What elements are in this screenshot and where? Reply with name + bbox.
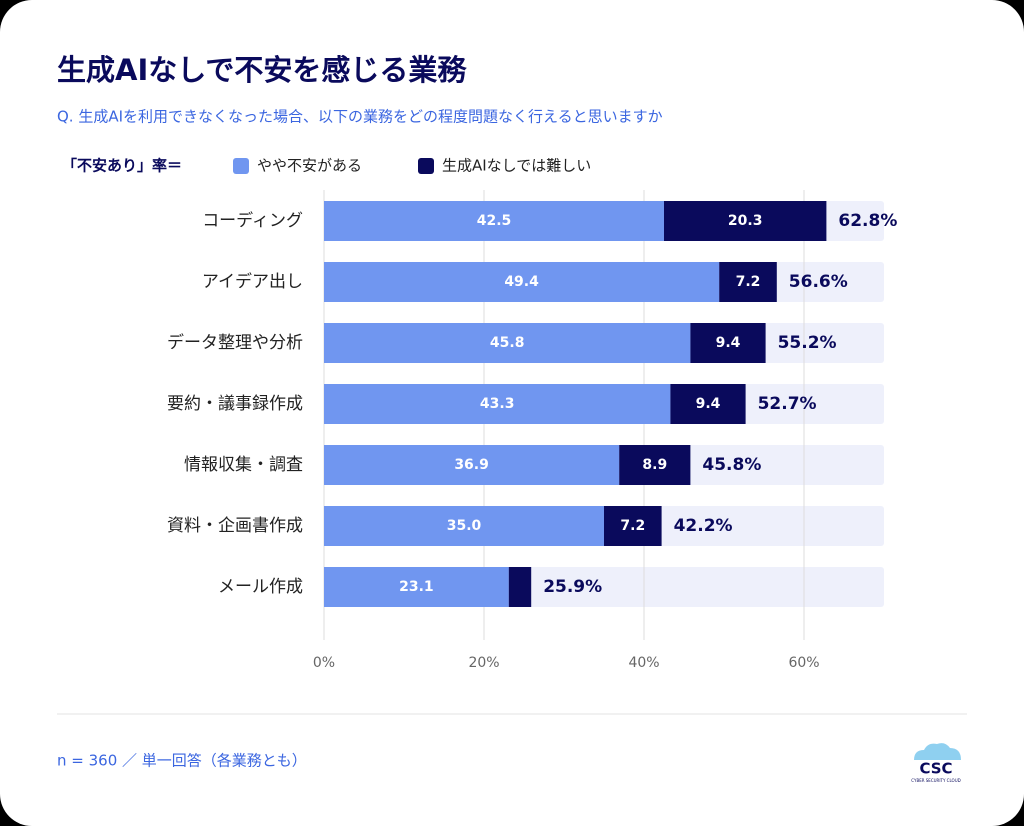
total-label: 42.2%: [674, 516, 733, 536]
x-tick-label: 60%: [788, 655, 819, 671]
bar-segment: [324, 323, 691, 363]
bar-segment: [719, 262, 777, 302]
legend-title: 「不安あり」率＝: [62, 157, 182, 175]
x-tick-label: 0%: [313, 655, 335, 671]
value-label: 23.1: [399, 579, 434, 595]
bar-segment: [664, 201, 827, 241]
y-tick-label: メール作成: [218, 577, 303, 597]
value-label: 8.9: [642, 457, 667, 473]
bar-segment: [670, 384, 746, 424]
logo-tagline: CYBER SECURITY CLOUD: [911, 778, 960, 783]
total-label: 45.8%: [702, 455, 761, 475]
chart-title: 生成AIなしで不安を感じる業務: [57, 53, 467, 87]
legend-label: やや不安がある: [257, 157, 362, 175]
value-label: 45.8: [490, 335, 525, 351]
bar-segment: [324, 262, 720, 302]
bar-segment: [604, 506, 662, 546]
logo-cloud: [914, 743, 961, 760]
chart-subtitle: Q. 生成AIを利用できなくなった場合、以下の業務をどの程度問題なく行えると思い…: [57, 108, 663, 126]
bar-segment: [690, 323, 766, 363]
value-label: 42.5: [477, 213, 512, 229]
x-tick-label: 20%: [468, 655, 499, 671]
y-tick-label: 情報収集・調査: [184, 455, 303, 475]
value-label: 49.4: [504, 274, 539, 290]
total-label: 62.8%: [838, 211, 897, 231]
total-label: 52.7%: [758, 394, 817, 414]
value-label: 35.0: [447, 518, 482, 534]
total-label: 25.9%: [543, 577, 602, 597]
bar-segment: [619, 445, 691, 485]
logo: CSC CYBER SECURITY CLOUD: [911, 743, 961, 783]
value-label: 43.3: [480, 396, 515, 412]
value-label: 9.4: [716, 335, 741, 351]
y-tick-label: コーディング: [202, 210, 303, 231]
plot: やや不安がある 生成AIなしでは難しい 0% 20% 40% 60% コーディング 42.5 2…: [167, 157, 897, 672]
legend-swatch: [418, 158, 434, 174]
value-label: 20.3: [728, 213, 763, 229]
value-label: 9.4: [696, 396, 721, 412]
bar-segment: [324, 567, 509, 607]
logo-text: CSC: [919, 760, 952, 778]
bar-segment: [324, 506, 604, 546]
total-label: 56.6%: [789, 272, 848, 292]
value-label: 36.9: [454, 457, 489, 473]
y-tick-label: 要約・議事録作成: [167, 394, 303, 414]
value-label: 7.2: [736, 274, 761, 290]
footer-note: n = 360 ／ 単一回答（各業務とも）: [57, 752, 307, 770]
value-label: 7.2: [620, 518, 645, 534]
y-tick-label: 資料・企画書作成: [167, 516, 303, 536]
total-label: 55.2%: [778, 333, 837, 353]
bar-segment: [508, 567, 532, 607]
legend-swatch: [233, 158, 249, 174]
bar-segment: [324, 384, 671, 424]
x-tick-label: 40%: [628, 655, 659, 671]
y-tick-label: データ整理や分析: [167, 332, 303, 353]
bar-segment: [324, 201, 664, 241]
legend-label: 生成AIなしでは難しい: [442, 157, 591, 175]
bar-segment: [324, 445, 620, 485]
y-tick-label: アイデア出し: [202, 271, 303, 292]
